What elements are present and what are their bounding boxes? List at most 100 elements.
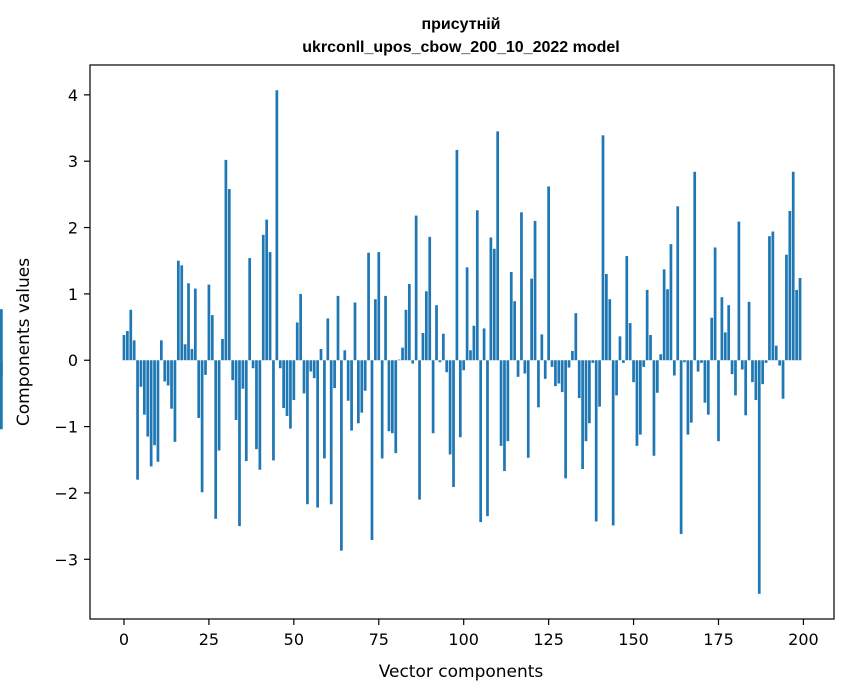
y-tick-label: 3: [68, 152, 78, 171]
bar-168: [693, 171, 697, 361]
bar-132: [571, 350, 574, 361]
bar-198: [795, 289, 798, 361]
bar-146: [618, 336, 622, 361]
bar-31: [227, 189, 231, 361]
bar-150: [632, 360, 635, 383]
bar-85: [411, 360, 415, 364]
bar-103: [472, 325, 476, 361]
bar-116: [516, 360, 520, 377]
bar-123: [540, 334, 544, 361]
bar-47: [282, 360, 285, 409]
y-tick-label: 2: [68, 219, 78, 238]
bar-92: [435, 305, 438, 361]
bar-152: [639, 360, 642, 435]
bar-79: [391, 360, 394, 434]
x-axis-ticks: 0 25 50 75 100 125 150 175 200: [119, 619, 819, 649]
bar-162: [672, 360, 676, 376]
bar-119: [526, 360, 530, 458]
bar-195: [785, 254, 788, 361]
bar-133: [574, 313, 578, 361]
bar-120: [530, 278, 533, 361]
bar-49: [289, 360, 292, 429]
bar-160: [666, 289, 669, 361]
bar-86: [414, 215, 418, 361]
bar-78: [387, 360, 391, 432]
bar-60: [326, 318, 330, 361]
bar-139: [594, 360, 598, 522]
bar-39: [255, 360, 258, 450]
bar-130: [564, 360, 567, 479]
bar-0: [122, 335, 126, 361]
bar-95: [445, 360, 449, 373]
bar-13: [166, 360, 170, 386]
bar-81: [397, 359, 401, 361]
bar-undefined: [0, 360, 3, 430]
bar-122: [537, 360, 540, 408]
bar-52: [299, 293, 302, 361]
bar-164: [679, 360, 683, 535]
bar-163: [676, 206, 680, 361]
bar-83: [404, 309, 408, 361]
bar-59: [323, 360, 326, 459]
bar-48: [285, 360, 289, 416]
bar-41: [261, 234, 265, 361]
bar-196: [788, 210, 792, 361]
bar-141: [601, 135, 605, 361]
bar-194: [781, 360, 785, 399]
bar-118: [523, 360, 527, 374]
bar-188: [761, 360, 765, 385]
bar-35: [241, 360, 245, 389]
bar-137: [588, 360, 591, 424]
bar-33: [234, 360, 238, 420]
bar-66: [346, 360, 350, 401]
bar-178: [727, 305, 731, 361]
bar-192: [774, 345, 778, 361]
bar-147: [622, 360, 625, 363]
bar-43: [268, 252, 272, 361]
bar-114: [509, 272, 513, 361]
bar-17: [180, 265, 184, 361]
chart-title-line-1: присутній: [421, 16, 500, 33]
bar-136: [584, 360, 588, 442]
bar-155: [649, 335, 652, 361]
bar-189: [764, 360, 768, 363]
y-tick-label: 0: [68, 351, 78, 370]
bar-183: [744, 360, 748, 416]
x-tick-label: 75: [369, 630, 389, 649]
bar-135: [581, 360, 584, 470]
bar-145: [615, 360, 618, 396]
bar-3: [132, 340, 136, 361]
bar-2: [129, 309, 133, 361]
bar-149: [628, 323, 632, 361]
bar-77: [384, 295, 387, 361]
bar-191: [771, 231, 775, 361]
bar-180: [734, 360, 737, 396]
bar-108: [489, 237, 493, 361]
bar-197: [791, 171, 795, 361]
bar-104: [475, 210, 479, 361]
bars-group: [0, 90, 802, 594]
bar-199: [798, 277, 802, 361]
x-tick-label: 175: [703, 630, 734, 649]
bar-158: [659, 354, 663, 361]
bar-40: [258, 360, 262, 470]
bar-56: [312, 360, 316, 379]
bar-181: [737, 221, 741, 361]
bar-175: [717, 360, 720, 442]
bar-70: [360, 360, 364, 413]
bar-151: [635, 360, 639, 446]
bar-170: [700, 360, 703, 363]
bar-42: [265, 219, 269, 361]
bar-28: [217, 360, 221, 451]
y-axis-label: Components values: [14, 258, 34, 426]
x-tick-label: 150: [618, 630, 649, 649]
x-tick-label: 125: [533, 630, 564, 649]
bar-29: [221, 339, 224, 361]
bar-22: [197, 360, 201, 418]
bar-undefined: [0, 309, 3, 361]
bar-88: [421, 333, 425, 361]
bar-37: [248, 258, 252, 361]
bar-74: [374, 299, 377, 361]
bar-21: [193, 288, 197, 361]
